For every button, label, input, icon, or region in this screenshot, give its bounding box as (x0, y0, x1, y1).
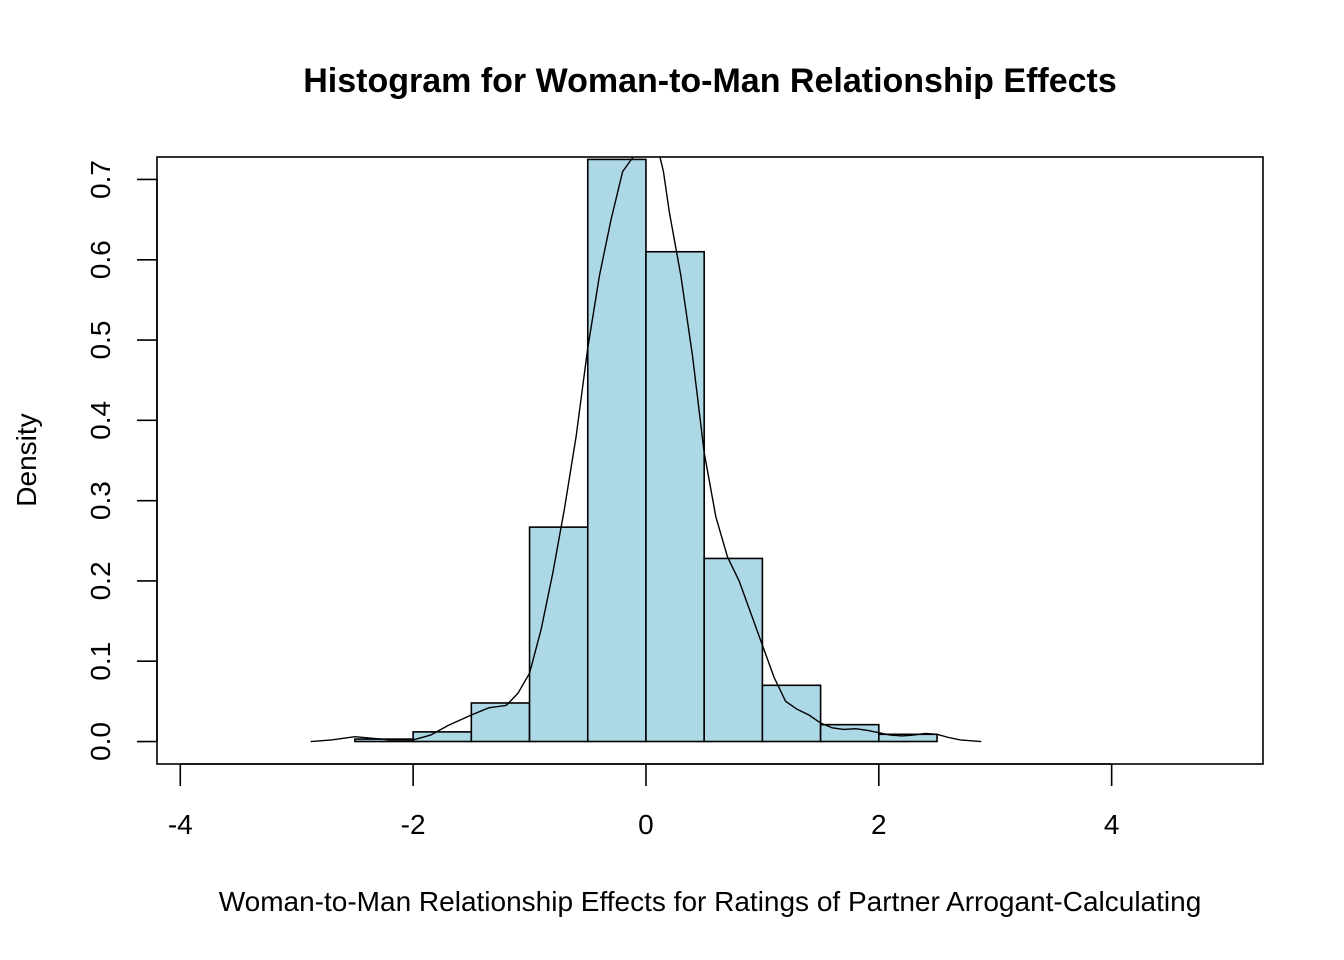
x-axis: -4 -2 0 2 4 (168, 763, 1120, 840)
x-tick-label: -4 (168, 809, 193, 840)
y-tick-label: 0.5 (85, 321, 116, 360)
y-tick-label: 0.4 (85, 401, 116, 440)
density-curve (310, 157, 982, 743)
x-tick-label: 2 (871, 809, 887, 840)
x-tick-label: -2 (401, 809, 426, 840)
y-tick-label: 0.0 (85, 722, 116, 761)
histogram-bar (586, 158, 647, 743)
y-tick-label: 0.2 (85, 561, 116, 600)
histogram-bar (761, 684, 822, 743)
y-tick-label: 0.3 (85, 481, 116, 520)
histogram-bar (703, 557, 764, 743)
x-tick-label: 0 (638, 809, 654, 840)
y-axis: 0.0 0.1 0.2 0.3 0.4 0.5 0.6 0.7 (85, 160, 158, 761)
histogram-bar (412, 731, 473, 743)
y-tick-label: 0.7 (85, 160, 116, 199)
histogram-bar (470, 702, 531, 743)
chart-title: Histogram for Woman-to-Man Relationship … (303, 62, 1117, 100)
y-axis-label: Density (11, 413, 42, 506)
x-tick-label: 4 (1104, 809, 1120, 840)
histogram-bars (354, 158, 938, 743)
y-tick-label: 0.1 (85, 642, 116, 681)
y-tick-label: 0.6 (85, 240, 116, 279)
histogram-bar (645, 250, 705, 743)
histogram-bar (528, 526, 589, 743)
x-axis-label: Woman-to-Man Relationship Effects for Ra… (219, 886, 1202, 917)
histogram-bar (878, 733, 938, 743)
